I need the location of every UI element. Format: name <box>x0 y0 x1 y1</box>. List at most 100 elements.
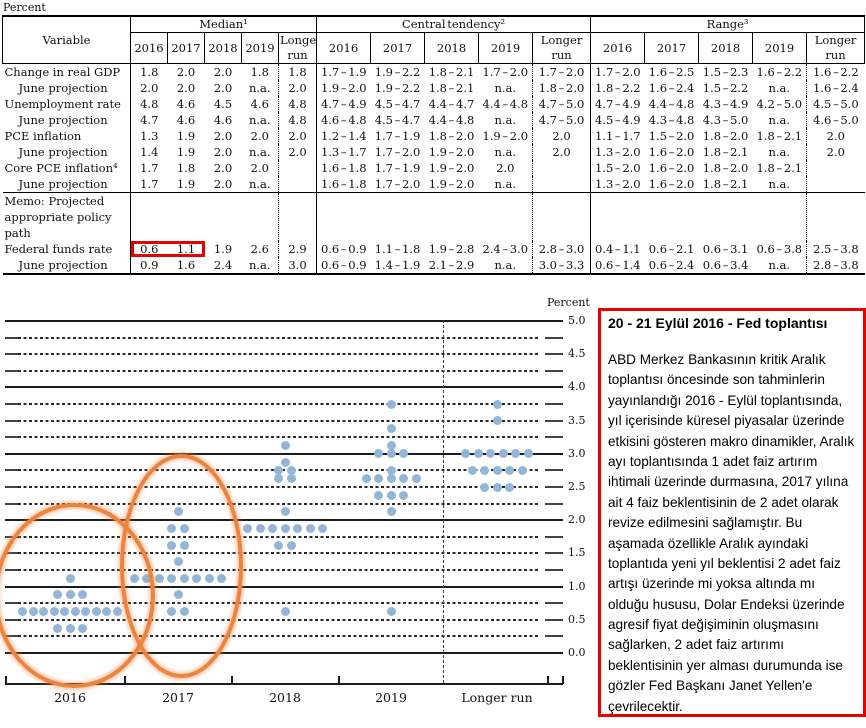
value-cell: 2.1 – 2.9 <box>428 258 475 272</box>
memo-row: Memo: Projected appropriate policy path <box>2 192 865 241</box>
value-cell: 1.8 – 2.1 <box>702 177 749 191</box>
value-cell: 1.7 <box>130 160 168 176</box>
value-cell: 1.8 – 2.1 <box>428 81 475 95</box>
value-cell: n.a. <box>768 145 791 159</box>
value-cell: 2.0 <box>496 161 515 175</box>
projection-dot <box>286 465 296 475</box>
value-cell: 1.9 – 2.2 <box>374 81 421 95</box>
value-cell: n.a. <box>248 81 271 95</box>
gridline <box>18 503 540 505</box>
value-cell: 4.7 – 4.9 <box>590 96 645 112</box>
value-cell: 1.7 – 2.0 <box>532 63 591 80</box>
value-cell: n.a. <box>768 113 791 127</box>
y-tick-label: 0.0 <box>568 646 586 659</box>
projection-dot <box>305 524 315 533</box>
value-cell: 1.9 <box>176 129 196 143</box>
value-cell: 1.8 – 2.1 <box>756 129 803 143</box>
value-cell: 1.9 – 2.0 <box>428 161 475 175</box>
y-tick-label: 1.5 <box>568 546 586 559</box>
gridline <box>18 619 540 621</box>
gridline <box>18 353 540 355</box>
memo-spacer-cell <box>277 192 317 241</box>
value-cell: 1.8 – 2.0 <box>532 80 591 96</box>
gridline-right-tick <box>545 602 563 604</box>
value-cell: 1.6 – 2.0 <box>648 161 695 175</box>
memo-label: Memo: Projected appropriate policy path <box>2 192 131 241</box>
value-cell: 1.6 <box>176 258 196 272</box>
variable-label: June projection <box>18 258 108 272</box>
memo-spacer-cell <box>532 192 591 241</box>
year-header: 2017 <box>167 32 205 64</box>
gridline <box>5 586 563 588</box>
value-cell: 1.8 <box>130 63 168 80</box>
x-axis-tick <box>562 676 564 684</box>
projection-dot <box>505 482 514 492</box>
value-cell: 0.6 – 1.4 <box>590 257 645 274</box>
year-header: Longer run <box>532 32 592 64</box>
projection-dot <box>492 482 502 492</box>
value-cell: 1.5 – 2.0 <box>648 129 695 143</box>
memo-label-line: appropriate policy path <box>4 210 112 240</box>
value-cell: n.a. <box>768 81 791 95</box>
value-cell: 1.9 – 2.0 <box>428 177 475 191</box>
gridline <box>18 436 540 438</box>
projection-dot <box>492 399 502 409</box>
value-cell: 1.6 – 2.2 <box>806 63 865 80</box>
projection-dot <box>486 449 496 459</box>
value-cell: 1.3 – 2.0 <box>590 144 645 160</box>
group-header: Median¹ <box>129 15 318 33</box>
gridline-right-tick <box>545 436 563 438</box>
value-cell: 1.5 – 2.3 <box>702 65 749 79</box>
table-header-row: Variable Median¹ Central tendency² Range³ <box>2 15 866 64</box>
value-cell: 3.0 – 3.3 <box>532 257 591 274</box>
gridline-left-tick <box>5 337 18 339</box>
y-tick-label: 2.0 <box>568 513 586 526</box>
value-cell: 4.5 – 4.7 <box>374 97 421 111</box>
projection-dot <box>411 474 421 484</box>
table-row: June projection 4.7 4.6 4.6 n.a. 4.8 4.6 – 4.8… <box>3 112 865 128</box>
value-cell: 4.6 <box>176 97 196 111</box>
annotation-ellipse-2017 <box>120 454 243 678</box>
year-header: 2019 <box>241 32 279 64</box>
projection-dot <box>517 465 527 475</box>
y-tick-label: 5.0 <box>568 314 586 327</box>
projection-dot <box>480 465 489 475</box>
value-cell: 1.8 – 2.0 <box>428 129 475 143</box>
gridline-left-tick <box>5 420 18 422</box>
projection-dot <box>386 399 396 409</box>
value-cell: 2.0 <box>277 80 317 96</box>
value-cell: 4.4 – 4.8 <box>482 97 529 111</box>
value-cell: 1.8 – 2.1 <box>756 161 803 175</box>
memo-spacer-cell <box>590 192 807 241</box>
commentary-title: 20 - 21 Eylül 2016 - Fed toplantısı <box>608 315 828 331</box>
projection-dot <box>399 474 408 484</box>
value-cell: 2.8 – 3.0 <box>532 241 591 257</box>
value-cell: 4.5 – 4.7 <box>374 113 421 127</box>
value-cell <box>532 176 591 193</box>
value-cell: 1.8 – 2.1 <box>702 145 749 159</box>
value-cell: n.a. <box>494 145 517 159</box>
projection-dot <box>399 449 408 459</box>
value-cell: 1.4 – 1.9 <box>374 258 421 272</box>
projection-dot <box>374 474 383 484</box>
value-cell: 0.6 – 0.9 <box>316 257 371 274</box>
value-cell: 1.7 – 1.9 <box>374 161 421 175</box>
value-cell: 1.8 <box>250 65 269 79</box>
projection-dot <box>386 507 396 517</box>
group-header: Central tendency² <box>316 15 592 33</box>
projection-dot <box>386 424 396 434</box>
value-cell: 4.7 – 5.0 <box>532 112 591 128</box>
value-cell: 1.9 – 2.0 <box>428 145 475 159</box>
commentary-panel: 20 - 21 Eylül 2016 - Fed toplantısı ABD … <box>598 308 866 717</box>
chart-y-axis-title: Percent <box>547 296 590 309</box>
value-cell: 4.4 – 4.8 <box>648 97 695 111</box>
value-cell: n.a. <box>494 113 517 127</box>
variable-column-header: Variable <box>2 15 131 64</box>
memo-spacer-cell <box>316 192 533 241</box>
projection-dot <box>318 524 327 533</box>
value-cell: 1.9 <box>176 177 196 191</box>
value-cell: n.a. <box>248 113 271 127</box>
value-cell: 2.0 <box>806 144 865 160</box>
